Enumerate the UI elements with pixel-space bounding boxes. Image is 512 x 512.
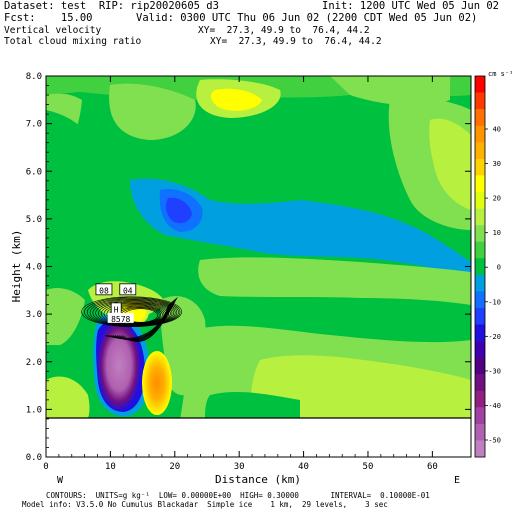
colorbar-swatch	[475, 291, 485, 309]
colorbar-tick-label: 0	[497, 264, 501, 272]
colorbar-swatch	[475, 307, 485, 325]
colorbar-swatch	[475, 407, 485, 425]
colorbar-swatch	[475, 225, 485, 242]
colorbar-swatch	[475, 274, 485, 292]
forecast-hour-label: Fcst: 15.00	[4, 12, 93, 24]
colorbar-swatch	[475, 341, 485, 358]
cloud-contour	[86, 298, 179, 327]
colorbar-swatch	[475, 390, 485, 408]
shaded-field	[46, 76, 471, 457]
x-tick-label: 30	[234, 462, 245, 472]
valid-time-label: Valid: 0300 UTC Thu 06 Jun 02 (2200 CDT …	[136, 12, 478, 24]
cloud-contour	[95, 300, 174, 326]
east-end-label: E	[454, 475, 460, 486]
y-tick-label: 2.0	[26, 358, 42, 368]
colorbar-tick-label: -50	[488, 437, 501, 445]
cloud-contour	[122, 297, 178, 342]
colorbar-swatch	[475, 208, 485, 226]
x-tick-label: 10	[105, 462, 116, 472]
colorbar-tick-label: -20	[488, 333, 501, 341]
colorbar-swatch	[475, 423, 485, 441]
x-axis-label: Distance (km)	[215, 473, 301, 486]
colorbar-swatch	[475, 109, 485, 126]
colorbar-swatch	[475, 258, 485, 276]
x-tick-label: 50	[363, 462, 374, 472]
cloud-contour	[103, 302, 170, 325]
colorbar-swatch	[475, 175, 485, 193]
field2-name: Total cloud mixing ratio	[4, 36, 142, 47]
y-tick-label: 7.0	[26, 120, 42, 130]
y-tick-label: 6.0	[26, 167, 42, 177]
x-tick-label: 60	[427, 462, 438, 472]
colorbar-swatch	[475, 440, 485, 458]
colorbar-swatch	[475, 92, 485, 110]
colorbar-swatch	[475, 158, 485, 176]
colorbar-swatch	[475, 76, 485, 93]
annotation-label: 04	[123, 286, 133, 295]
model-info: Model info: V3.5.0 No Cumulus Blackadar …	[22, 500, 388, 509]
colorbar-tick-label: 40	[493, 126, 501, 134]
colorbar-tick-label: 10	[493, 229, 501, 237]
annotation-box	[107, 312, 134, 323]
y-tick-label: 8.0	[26, 72, 42, 82]
cloud-contour	[118, 298, 176, 342]
y-tick-label: 4.0	[26, 263, 42, 273]
colorbar-swatch	[475, 125, 485, 143]
y-tick-label: 0.0	[26, 453, 42, 463]
x-axis: 0 10 20 30 40 50 60	[43, 76, 438, 472]
colorbar-tick-label: 20	[493, 195, 501, 203]
field2-cross-section: XY= 27.3, 49.9 to 76.4, 44.2	[210, 36, 382, 47]
colorbar-swatch	[475, 241, 485, 259]
west-end-label: W	[57, 475, 64, 486]
cloud-contour	[92, 299, 176, 326]
y-axis: 0.0 1.0 2.0 3.0 4.0 5.0 6.0 7.0 8.0	[26, 72, 471, 463]
cloud-contour	[98, 301, 173, 326]
field1-cross-section: XY= 27.3, 49.9 to 76.4, 44.2	[198, 25, 370, 36]
annotation-label: 8578	[111, 315, 130, 324]
annotation-label: 08	[99, 286, 109, 295]
y-tick-label: 5.0	[26, 215, 42, 225]
cloud-contour	[81, 296, 182, 328]
colorbar-tick-label: 30	[493, 160, 501, 168]
colorbar-tick-label: -40	[488, 402, 501, 410]
colorbar-units: cm s⁻¹	[488, 70, 512, 78]
colorbar-swatch	[475, 357, 485, 375]
cloud-contour	[89, 298, 178, 327]
colorbar-swatch	[475, 374, 485, 392]
field1-name: Vertical velocity	[4, 25, 102, 36]
y-tick-label: 3.0	[26, 310, 42, 320]
annotation-box	[119, 283, 137, 296]
colorbar-frame	[474, 75, 486, 458]
cloud-mixing-ratio-contours	[81, 296, 182, 342]
colorbar-swatch	[475, 191, 485, 209]
annotation-label: H	[114, 305, 119, 314]
cloud-contour	[100, 302, 171, 325]
colorbar-swatch	[475, 142, 485, 160]
y-axis-label: Height (km)	[10, 230, 23, 303]
colorbar: 40 30 20 10 0 -10 -20 -30 -40 -50	[474, 75, 501, 458]
x-tick-label: 40	[298, 462, 309, 472]
dataset-label: Dataset: test RIP: rip20020605 d3	[4, 0, 219, 12]
colorbar-tick-label: -30	[488, 367, 501, 375]
cloud-contour	[120, 298, 177, 342]
y-tick-label: 1.0	[26, 405, 42, 415]
contour-info: CONTOURS: UNITS=g kg⁻¹ LOW= 0.00000E+00 …	[46, 491, 430, 500]
annotation-box	[95, 283, 113, 296]
colorbar-swatch	[475, 324, 485, 342]
init-time-label: Init: 1200 UTC Wed 05 Jun 02	[322, 0, 500, 12]
cloud-contour	[84, 297, 181, 327]
colorbar-tick-label: -10	[488, 298, 501, 306]
x-tick-label: 20	[169, 462, 180, 472]
x-tick-label: 0	[43, 462, 48, 472]
